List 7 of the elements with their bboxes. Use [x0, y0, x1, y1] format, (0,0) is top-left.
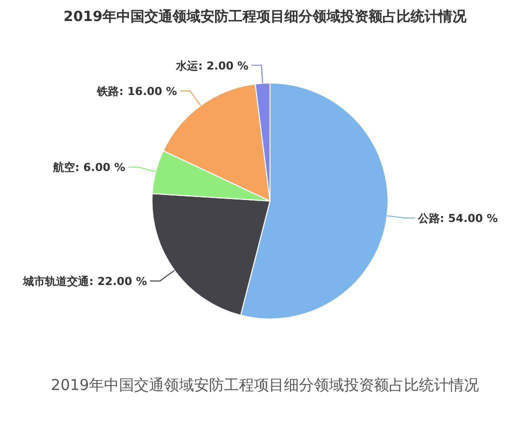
chart-title: 2019年中国交通领域安防工程项目细分领域投资额占比统计情况 [62, 8, 468, 26]
slice-label: 航空: 6.00 % [52, 161, 126, 174]
slice-label: 公路: 54.00 % [416, 212, 498, 226]
slice-label: 城市轨道交通: 22.00 % [22, 274, 147, 288]
slice-label: 铁路: 16.00 % [96, 84, 178, 98]
text: 2019年中国交通领域安防工程项目细分领域投资额占比统计情况 [50, 376, 480, 395]
slice-label: 水运: 2.00 % [175, 59, 248, 72]
